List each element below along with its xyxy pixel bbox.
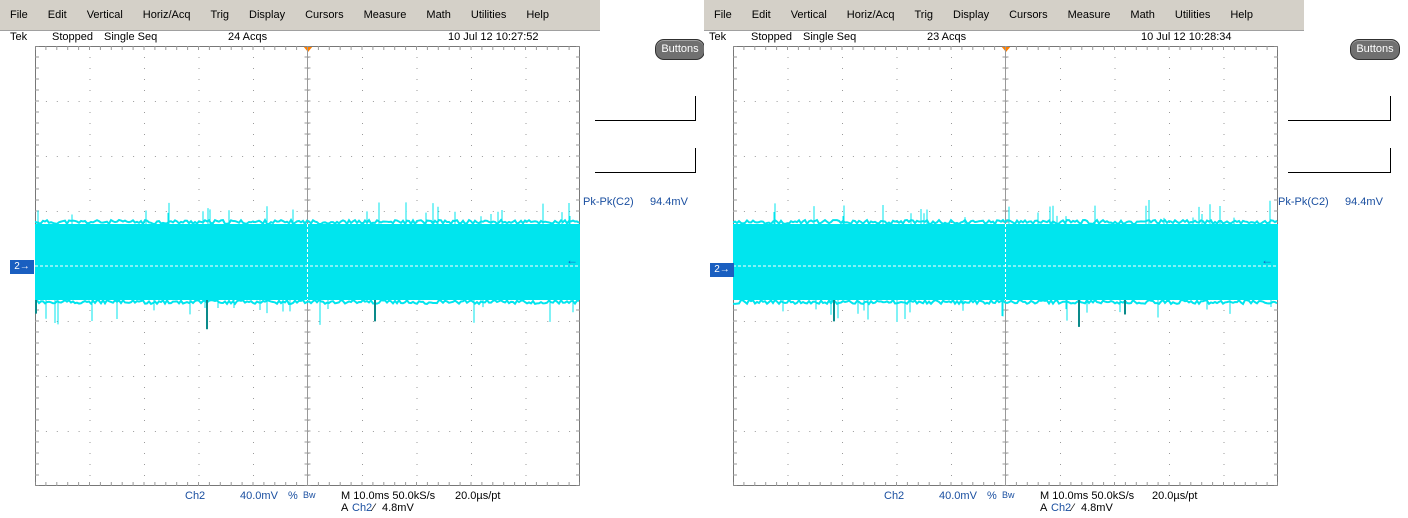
date-time: 10 Jul 12 10:27:52 [448,31,539,43]
acq-count: 23 Acqs [927,31,967,43]
scope-panel-right: File Edit Vertical Horiz/Acq Trig Displa… [704,0,1408,518]
acq-state: Stopped [52,31,93,43]
channel2-marker-label: 2 [14,261,20,272]
menu-math[interactable]: Math [426,9,451,21]
graticule-svg [733,46,1278,486]
scope-graticule [35,46,580,486]
coupling-icon: % [987,490,997,502]
menu-vertical[interactable]: Vertical [86,9,123,21]
menu-display[interactable]: Display [249,9,286,21]
scope-graticule [733,46,1278,486]
trigger-level-arrow-icon: ← [1261,253,1273,267]
menu-horiz-acq[interactable]: Horiz/Acq [846,9,895,21]
timebase-readout: M 10.0ms 50.0kS/s [1040,490,1135,502]
measurement-value: 94.4mV [1345,196,1383,208]
menu-utilities[interactable]: Utilities [1174,9,1211,21]
menu-utilities[interactable]: Utilities [470,9,507,21]
acq-mode: Single Seq [104,31,158,43]
menu-edit[interactable]: Edit [47,9,67,21]
side-readout-line-2 [1288,148,1391,173]
menu-bar: File Edit Vertical Horiz/Acq Trig Displa… [704,0,1304,31]
status-bar: Tek Stopped Single Seq 24 Acqs 10 Jul 12… [0,30,600,45]
trigger-prefix: A [341,502,349,514]
measurement-value: 94.4mV [650,196,688,208]
trigger-level-arrow-icon: ← [566,253,578,267]
vertical-scale: 40.0mV [939,490,977,502]
menu-cursors[interactable]: Cursors [305,9,344,21]
menu-help[interactable]: Help [526,9,549,21]
brand-label: Tek [10,31,28,43]
status-bar: Tek Stopped Single Seq 23 Acqs 10 Jul 12… [704,30,1304,45]
menu-horiz-acq[interactable]: Horiz/Acq [142,9,191,21]
menu-measure[interactable]: Measure [363,9,407,21]
trigger-level: 4.8mV [382,502,414,514]
acq-count: 24 Acqs [228,31,268,43]
bandwidth-limit: Bw [1002,490,1015,500]
acq-state: Stopped [751,31,792,43]
trigger-slope-icon: ⁄ [1072,502,1074,514]
menu-display[interactable]: Display [953,9,990,21]
coupling-icon: % [288,490,298,502]
trigger-channel: Ch2 [1051,502,1072,514]
trigger-slope-icon: ⁄ [373,502,375,514]
menu-edit[interactable]: Edit [751,9,771,21]
menu-math[interactable]: Math [1130,9,1155,21]
sample-interval: 20.0µs/pt [1152,490,1198,502]
menu-file[interactable]: File [714,9,732,21]
measurement-label: Pk-Pk(C2) [583,196,634,208]
date-time: 10 Jul 12 10:28:34 [1141,31,1232,43]
menu-trig[interactable]: Trig [914,9,934,21]
channel2-marker[interactable]: 2→ [10,260,34,274]
acq-mode: Single Seq [803,31,857,43]
channel2-marker-label: 2 [714,264,720,275]
brand-label: Tek [709,31,727,43]
trigger-channel: Ch2 [352,502,373,514]
menu-bar: File Edit Vertical Horiz/Acq Trig Displa… [0,0,600,31]
side-readout-line-2 [595,148,696,173]
side-readout-line-1 [1288,96,1391,121]
buttons-button[interactable]: Buttons [655,39,705,60]
trigger-level: 4.8mV [1081,502,1113,514]
menu-help[interactable]: Help [1230,9,1253,21]
menu-measure[interactable]: Measure [1067,9,1111,21]
buttons-button[interactable]: Buttons [1350,39,1400,60]
trigger-prefix: A [1040,502,1048,514]
channel-label: Ch2 [185,490,206,502]
menu-vertical[interactable]: Vertical [790,9,827,21]
side-readout-line-1 [595,96,696,121]
channel-label: Ch2 [884,490,905,502]
sample-interval: 20.0µs/pt [455,490,501,502]
menu-trig[interactable]: Trig [210,9,230,21]
menu-file[interactable]: File [10,9,28,21]
scope-panel-left: File Edit Vertical Horiz/Acq Trig Displa… [0,0,705,514]
menu-cursors[interactable]: Cursors [1009,9,1048,21]
timebase-readout: M 10.0ms 50.0kS/s [341,490,436,502]
graticule-svg [35,46,580,486]
channel2-marker[interactable]: 2→ [710,263,734,277]
bandwidth-limit: Bw [303,490,316,500]
vertical-scale: 40.0mV [240,490,278,502]
measurement-label: Pk-Pk(C2) [1278,196,1329,208]
